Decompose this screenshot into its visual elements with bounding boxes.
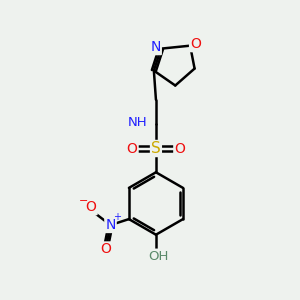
Text: NH: NH: [128, 116, 147, 129]
Text: +: +: [113, 212, 121, 222]
Text: O: O: [190, 37, 201, 51]
Text: O: O: [174, 142, 185, 155]
Text: S: S: [151, 141, 161, 156]
Text: O: O: [127, 142, 138, 155]
Text: N: N: [151, 40, 161, 54]
Text: OH: OH: [149, 250, 169, 262]
Text: O: O: [86, 200, 97, 214]
Text: O: O: [100, 242, 111, 256]
Text: −: −: [79, 196, 88, 206]
Text: N: N: [105, 218, 116, 232]
